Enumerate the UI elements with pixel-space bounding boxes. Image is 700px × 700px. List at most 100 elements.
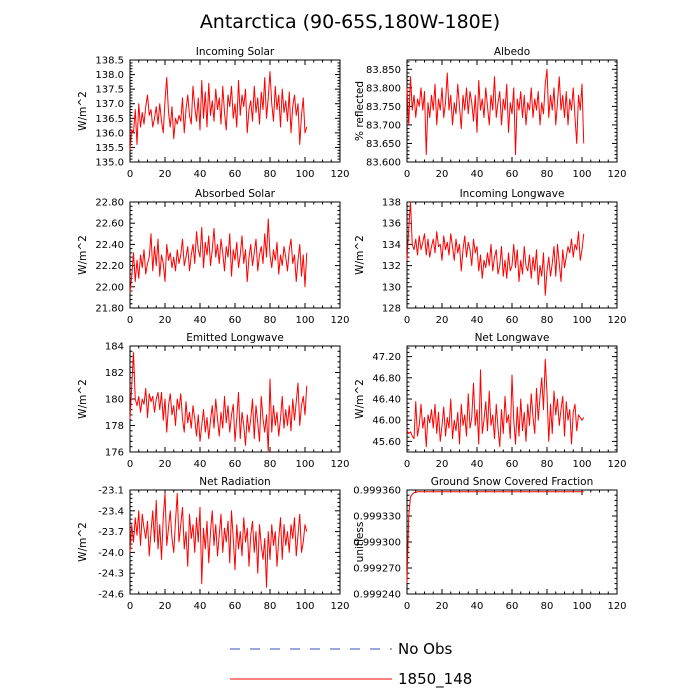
figure-title: Antarctica (90-65S,180W-180E) [200, 11, 500, 33]
y-tick-label-emitted-longwave: 180 [105, 395, 124, 406]
y-tick-label-net-radiation: -23.4 [98, 506, 124, 517]
plot-frame-ground-snow-covered-fraction [406, 489, 618, 595]
y-tick-label-ground-snow-covered-fraction: 0.999330 [353, 512, 401, 523]
y-axis-label-absorbed-solar: W/m^2 [77, 235, 89, 275]
x-tick-label-absorbed-solar: 80 [264, 315, 277, 326]
x-tick-label-ground-snow-covered-fraction: 40 [471, 601, 484, 612]
x-tick-label-incoming-solar: 0 [127, 169, 133, 180]
y-tick-label-net-longwave: 46.00 [372, 416, 401, 427]
x-tick-label-albedo: 60 [506, 169, 519, 180]
panel-title-ground-snow-covered-fraction: Ground Snow Covered Fraction [431, 476, 594, 488]
x-tick-label-emitted-longwave: 20 [159, 459, 172, 470]
y-tick-label-incoming-solar: 135.5 [95, 143, 124, 154]
x-tick-label-incoming-longwave: 0 [404, 315, 410, 326]
x-tick-label-net-longwave: 100 [572, 459, 591, 470]
panels: Incoming Solar W/m^2 0 20 40 60 80 100 120 135.0 1… [77, 46, 627, 612]
y-tick-label-net-radiation: -24.6 [98, 590, 124, 601]
x-tick-label-incoming-solar: 100 [295, 169, 314, 180]
y-tick-label-net-longwave: 46.40 [372, 395, 401, 406]
y-axis-label-incoming-longwave: W/m^2 [354, 235, 366, 275]
y-tick-label-albedo: 83.750 [366, 102, 401, 113]
y-tick-label-emitted-longwave: 176 [105, 448, 124, 459]
panel-title-emitted-longwave: Emitted Longwave [186, 332, 284, 344]
x-tick-label-albedo: 0 [404, 169, 410, 180]
x-tick-label-net-longwave: 0 [404, 459, 410, 470]
panel-title-incoming-solar: Incoming Solar [196, 46, 275, 58]
x-tick-label-emitted-longwave: 40 [194, 459, 207, 470]
x-tick-label-ground-snow-covered-fraction: 80 [541, 601, 554, 612]
y-tick-label-net-radiation: -24.3 [98, 569, 124, 580]
y-axis-label-net-longwave: W/m^2 [354, 379, 366, 419]
panel-absorbed-solar: Absorbed Solar W/m^2 0 20 40 60 80 100 120 21.80 2… [77, 188, 350, 326]
y-tick-label-emitted-longwave: 184 [105, 342, 124, 353]
y-tick-label-absorbed-solar: 21.80 [95, 304, 124, 315]
x-tick-label-albedo: 40 [471, 169, 484, 180]
x-tick-label-incoming-longwave: 120 [607, 315, 626, 326]
panel-emitted-longwave: Emitted Longwave W/m^2 0 20 40 60 80 100 120 176 1… [77, 332, 350, 470]
plot-frame-net-longwave [406, 345, 618, 453]
y-axis-label-albedo: % reflected [354, 81, 366, 141]
y-axis-label-ground-snow-covered-fraction: unitless [354, 522, 366, 563]
x-tick-label-net-longwave: 120 [607, 459, 626, 470]
x-tick-label-incoming-longwave: 20 [436, 315, 449, 326]
x-tick-label-ground-snow-covered-fraction: 20 [436, 601, 449, 612]
y-tick-label-net-radiation: -23.1 [98, 486, 124, 497]
series-line-absorbed-solar [129, 218, 308, 293]
y-tick-label-incoming-longwave: 128 [382, 304, 401, 315]
y-axis-label-emitted-longwave: W/m^2 [77, 379, 89, 419]
panel-incoming-solar: Incoming Solar W/m^2 0 20 40 60 80 100 120 135.0 1… [77, 46, 350, 180]
x-tick-label-absorbed-solar: 60 [229, 315, 242, 326]
y-tick-label-absorbed-solar: 22.80 [95, 198, 124, 209]
series-line-net-longwave [406, 358, 585, 448]
x-tick-label-absorbed-solar: 20 [159, 315, 172, 326]
x-tick-label-net-radiation: 60 [229, 601, 242, 612]
legend-label-1850-148: 1850_148 [398, 670, 472, 689]
y-tick-label-incoming-longwave: 136 [382, 219, 401, 230]
y-tick-label-absorbed-solar: 22.60 [95, 219, 124, 230]
x-tick-label-net-longwave: 20 [436, 459, 449, 470]
x-tick-label-net-radiation: 100 [295, 601, 314, 612]
x-tick-label-absorbed-solar: 120 [330, 315, 349, 326]
y-tick-label-absorbed-solar: 22.40 [95, 240, 124, 251]
x-tick-label-albedo: 100 [572, 169, 591, 180]
plot-frame-net-radiation [129, 489, 341, 595]
y-tick-label-albedo: 83.850 [366, 65, 401, 76]
x-tick-label-incoming-solar: 80 [264, 169, 277, 180]
x-tick-label-incoming-solar: 60 [229, 169, 242, 180]
x-tick-label-emitted-longwave: 0 [127, 459, 133, 470]
x-tick-label-incoming-solar: 120 [330, 169, 349, 180]
y-tick-label-incoming-solar: 138.5 [95, 56, 124, 67]
panel-title-net-radiation: Net Radiation [199, 476, 270, 488]
x-tick-label-net-radiation: 80 [264, 601, 277, 612]
y-tick-label-net-longwave: 47.20 [372, 352, 401, 363]
x-tick-label-incoming-longwave: 40 [471, 315, 484, 326]
y-tick-label-net-longwave: 46.80 [372, 373, 401, 384]
y-tick-label-emitted-longwave: 178 [105, 421, 124, 432]
y-tick-label-albedo: 83.600 [366, 158, 401, 169]
y-tick-label-ground-snow-covered-fraction: 0.999240 [353, 590, 401, 601]
x-tick-label-incoming-longwave: 60 [506, 315, 519, 326]
y-axis-label-net-radiation: W/m^2 [77, 522, 89, 562]
y-tick-label-albedo: 83.700 [366, 120, 401, 131]
y-tick-label-incoming-longwave: 130 [382, 282, 401, 293]
x-tick-label-net-radiation: 0 [127, 601, 133, 612]
x-tick-label-ground-snow-covered-fraction: 0 [404, 601, 410, 612]
x-tick-label-ground-snow-covered-fraction: 120 [607, 601, 626, 612]
x-tick-label-ground-snow-covered-fraction: 100 [572, 601, 591, 612]
panel-ground-snow-covered-fraction: Ground Snow Covered Fraction unitless 0 20 4… [353, 476, 626, 612]
y-tick-label-incoming-solar: 136.5 [95, 114, 124, 125]
series-line-incoming-longwave [406, 201, 585, 296]
y-tick-label-absorbed-solar: 22.00 [95, 282, 124, 293]
x-tick-label-net-radiation: 20 [159, 601, 172, 612]
legend-label-no-obs: No Obs [398, 640, 452, 658]
series-line-ground-snow-covered-fraction [406, 491, 584, 583]
plot-frame-incoming-longwave [406, 201, 618, 309]
panel-title-albedo: Albedo [494, 46, 530, 58]
x-tick-label-albedo: 20 [436, 169, 449, 180]
x-tick-label-net-radiation: 120 [330, 601, 349, 612]
y-axis-label-incoming-solar: W/m^2 [77, 91, 89, 131]
y-tick-label-incoming-solar: 136.0 [95, 128, 124, 139]
x-tick-label-emitted-longwave: 100 [295, 459, 314, 470]
panel-net-radiation: Net Radiation W/m^2 0 20 40 60 80 100 120 -24.6 -2… [77, 476, 350, 612]
